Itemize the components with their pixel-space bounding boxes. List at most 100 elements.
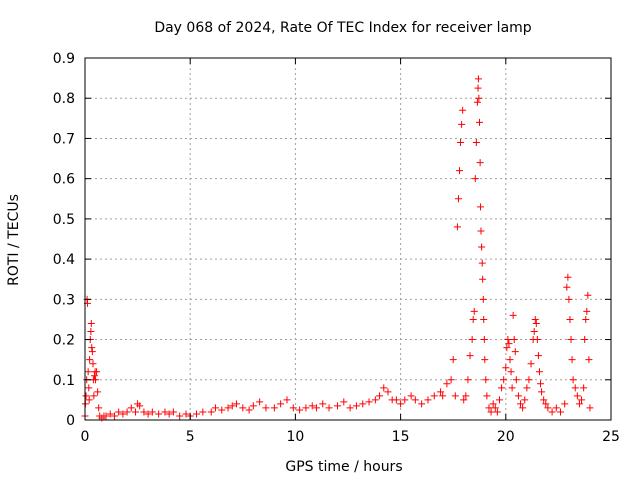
data-point [540, 396, 548, 404]
data-point [325, 404, 333, 412]
data-point [470, 307, 478, 315]
data-point [489, 400, 497, 408]
x-tick-label: 20 [497, 429, 515, 445]
data-point [430, 392, 438, 400]
data-point [85, 384, 93, 392]
data-point [462, 392, 470, 400]
data-point [538, 388, 546, 396]
data-point [84, 368, 92, 376]
data-point [535, 368, 543, 376]
data-point [418, 400, 426, 408]
y-tick-label: 0.1 [53, 373, 75, 389]
data-points [81, 75, 594, 422]
data-point [119, 410, 127, 418]
data-point [308, 402, 316, 410]
data-point [519, 404, 527, 412]
data-point [510, 336, 518, 344]
data-point [495, 396, 503, 404]
data-point [508, 384, 516, 392]
y-tick-label: 0.2 [53, 333, 75, 349]
data-point [397, 400, 405, 408]
data-point [468, 336, 476, 344]
data-point [530, 328, 538, 336]
data-point [131, 408, 139, 416]
data-point [506, 356, 514, 364]
data-point [451, 392, 459, 400]
data-point [505, 340, 513, 348]
data-point [110, 412, 118, 420]
data-point [565, 295, 573, 303]
data-point [87, 319, 95, 327]
data-point [447, 376, 455, 384]
data-point [262, 404, 270, 412]
data-point [371, 396, 379, 404]
data-point [523, 384, 531, 392]
data-point [380, 384, 388, 392]
data-point [475, 94, 483, 102]
data-point [365, 398, 373, 406]
data-point [586, 404, 594, 412]
data-point [552, 404, 560, 412]
data-point [407, 392, 415, 400]
data-point [478, 243, 486, 251]
data-point [514, 392, 522, 400]
data-point [533, 336, 541, 344]
data-point [472, 138, 480, 146]
data-point [437, 388, 445, 396]
data-point [376, 392, 384, 400]
data-point [521, 396, 529, 404]
data-point [302, 404, 310, 412]
data-point [93, 368, 101, 376]
data-point [401, 396, 409, 404]
data-point [473, 98, 481, 106]
data-point [557, 408, 565, 416]
x-tick-label: 0 [81, 429, 90, 445]
data-point [140, 408, 148, 416]
data-point [584, 291, 592, 299]
data-point [485, 404, 493, 412]
data-point [457, 138, 465, 146]
data-point [542, 400, 550, 408]
data-point [88, 348, 96, 356]
data-point [537, 380, 545, 388]
data-point [466, 352, 474, 360]
data-point [480, 336, 488, 344]
data-point [439, 392, 447, 400]
data-point [471, 175, 479, 183]
y-tick-label: 0.5 [53, 212, 75, 228]
data-point [474, 75, 482, 83]
data-point [477, 227, 485, 235]
data-point [498, 384, 506, 392]
data-point [199, 408, 207, 416]
x-tick-label: 10 [286, 429, 304, 445]
data-point [583, 307, 591, 315]
y-tick-label: 0.7 [53, 131, 75, 147]
data-point [102, 412, 110, 420]
data-point [458, 120, 466, 128]
data-point [161, 408, 169, 416]
data-point [456, 167, 464, 175]
y-tick-label: 0.8 [53, 91, 75, 107]
data-point [333, 402, 341, 410]
data-point [534, 352, 542, 360]
data-point [567, 336, 575, 344]
data-point [85, 396, 93, 404]
data-point [94, 388, 102, 396]
chart-title: Day 068 of 2024, Rate Of TEC Index for r… [154, 20, 531, 36]
data-point [517, 400, 525, 408]
data-point [82, 392, 90, 400]
data-point [483, 392, 491, 400]
y-tick-label: 0.4 [53, 252, 75, 268]
data-point [573, 392, 581, 400]
data-point [585, 356, 593, 364]
y-tick-label: 0.6 [53, 172, 75, 188]
data-point [454, 195, 462, 203]
data-point [568, 356, 576, 364]
data-point [443, 380, 451, 388]
data-point [245, 406, 253, 414]
data-point [563, 283, 571, 291]
data-point [289, 404, 297, 412]
data-point [86, 356, 94, 364]
data-point [411, 396, 419, 404]
data-point [503, 344, 511, 352]
